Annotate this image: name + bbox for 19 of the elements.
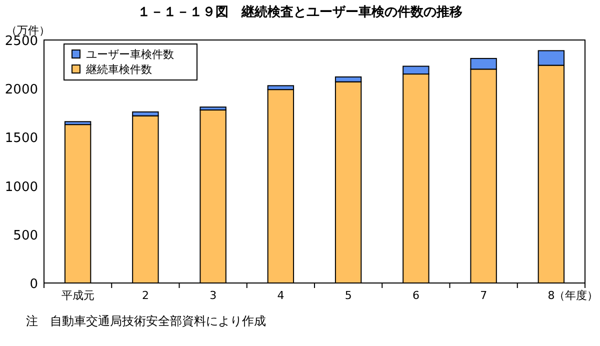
y-tick-label: 2000 <box>4 82 38 98</box>
y-tick-label: 2500 <box>4 34 38 49</box>
x-tick-label: 3 <box>210 289 217 302</box>
legend-label: 継続車検件数 <box>85 63 152 76</box>
x-tick-label: 平成元 <box>61 289 94 302</box>
chart-title: １－１－１９図 継続検査とユーザー車検の件数の推移 <box>138 5 462 20</box>
y-tick-label: 0 <box>30 277 38 292</box>
legend-label: ユーザー車検件数 <box>86 48 174 61</box>
x-tick-label: 6 <box>412 289 420 302</box>
x-axis-title: （年度） <box>554 289 598 302</box>
x-tick-label: 7 <box>480 289 488 302</box>
text: 注 自動車交通局技術安全部資料により作成 <box>26 314 266 328</box>
x-tick-label: 5 <box>344 289 352 302</box>
y-tick-label: 500 <box>13 228 38 244</box>
x-tick-label: 4 <box>277 289 284 302</box>
x-tick-label: 8 <box>548 289 555 302</box>
y-tick-label: 1000 <box>4 180 38 195</box>
x-tick-label: 2 <box>142 289 149 302</box>
y-tick-label: 1500 <box>4 131 38 146</box>
